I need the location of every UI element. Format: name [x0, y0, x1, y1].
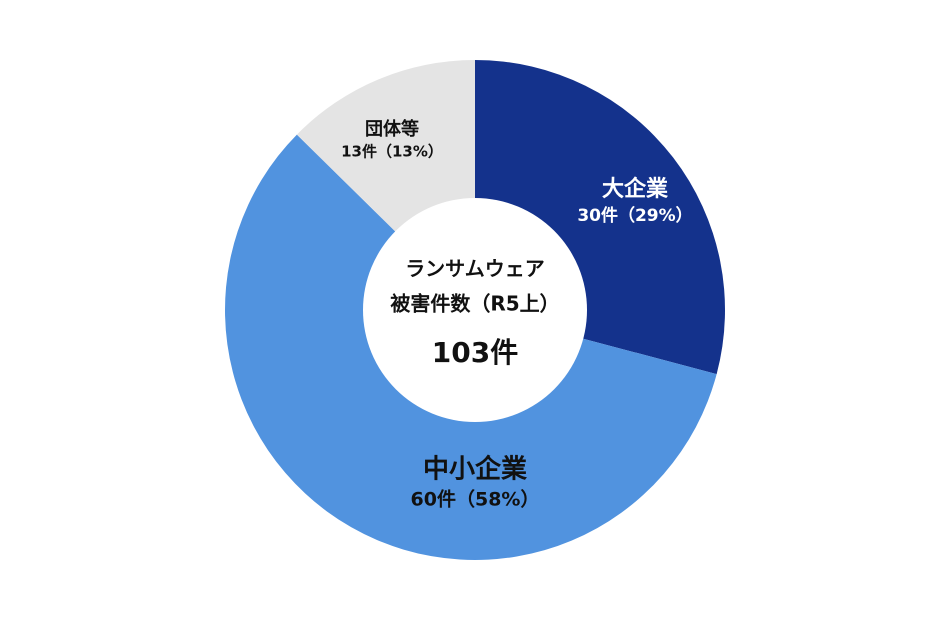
- slice-label: 団体等: [365, 118, 419, 140]
- slice-label: 中小企業: [423, 454, 527, 485]
- value-label: 13件（13%）: [341, 143, 443, 161]
- center-line: ランサムウェア: [405, 257, 545, 281]
- value-label: 60件（58%）: [411, 488, 540, 511]
- center-total: 103件: [432, 336, 518, 369]
- center-line: 被害件数（R5上）: [390, 292, 559, 316]
- slice-label: 大企業: [602, 176, 669, 202]
- donut-hole: [363, 198, 587, 422]
- value-label: 30件（29%）: [577, 205, 692, 226]
